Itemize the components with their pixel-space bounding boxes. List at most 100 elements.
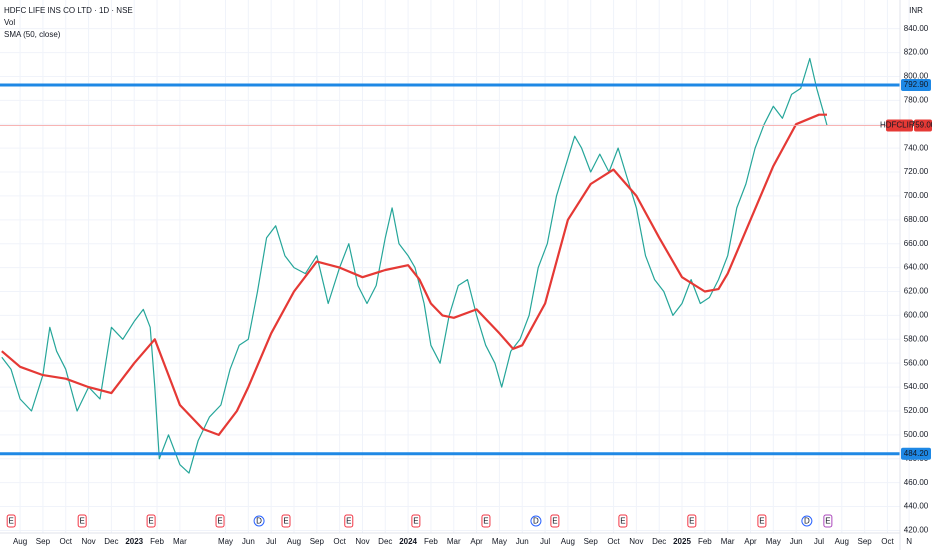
y-tick-label: 600.00: [904, 311, 929, 320]
x-tick-label: Dec: [104, 537, 118, 546]
currency: INR: [909, 6, 923, 15]
x-tick-label: Nov: [629, 537, 643, 546]
event-marker: [344, 514, 354, 528]
x-tick-label: 2023: [125, 537, 143, 546]
y-tick-label: 580.00: [904, 334, 929, 343]
y-tick-label: 660.00: [904, 239, 929, 248]
x-tick-label: Aug: [287, 537, 301, 546]
x-tick-label: Apr: [470, 537, 483, 546]
y-tick-label: 680.00: [904, 215, 929, 224]
event-marker: [530, 515, 542, 527]
volume-legend: Vol: [4, 18, 15, 27]
event-label: D: [256, 517, 262, 526]
sma-line: [1, 113, 827, 436]
event-label: E: [283, 517, 288, 526]
event-label: E: [620, 517, 625, 526]
x-tick-label: Nov: [81, 537, 95, 546]
symbol-label: HDFCLIFE: [880, 121, 919, 130]
y-tick-label: 840.00: [904, 24, 929, 33]
y-tick-label: 500.00: [904, 430, 929, 439]
x-tick-label: Jun: [516, 537, 529, 546]
event-marker: [550, 514, 560, 528]
event-marker: [411, 514, 421, 528]
x-tick-label: 2025: [673, 537, 691, 546]
event-marker: [757, 514, 767, 528]
x-tick-label: Oct: [881, 537, 894, 546]
x-tick-label: Jul: [266, 537, 276, 546]
x-tick-label: 2024: [399, 537, 417, 546]
event-marker: [481, 514, 491, 528]
x-tick-label: Jul: [814, 537, 824, 546]
y-tick-label: 440.00: [904, 502, 929, 511]
event-marker: [146, 514, 156, 528]
event-label: E: [346, 517, 351, 526]
y-tick-label: 560.00: [904, 358, 929, 367]
x-tick-label: Feb: [698, 537, 712, 546]
y-tick-label: 740.00: [904, 143, 929, 152]
level-label-box: [901, 78, 931, 91]
event-label: E: [759, 517, 764, 526]
event-marker: [215, 514, 225, 528]
level-label: 792.90: [904, 80, 929, 89]
x-tick-label: May: [492, 537, 507, 546]
event-marker: [253, 515, 265, 527]
last-price-label: 759.00: [911, 121, 932, 130]
x-tick-label: Aug: [13, 537, 27, 546]
chart-title: HDFC LIFE INS CO LTD · 1D · NSE: [4, 6, 133, 15]
x-tick-label: Dec: [378, 537, 392, 546]
y-tick-label: 720.00: [904, 167, 929, 176]
x-tick-label: Jul: [540, 537, 550, 546]
y-tick-label: 780.00: [904, 95, 929, 104]
event-label: E: [483, 517, 488, 526]
y-tick-label: 540.00: [904, 382, 929, 391]
x-tick-label: Mar: [721, 537, 735, 546]
y-tick-label: 620.00: [904, 287, 929, 296]
level-label: 484.20: [904, 449, 929, 458]
y-tick-label: 820.00: [904, 48, 929, 57]
x-tick-label: Feb: [150, 537, 164, 546]
x-tick-label: Mar: [447, 537, 461, 546]
x-tick-label: May: [766, 537, 781, 546]
event-label: D: [804, 517, 810, 526]
x-tick-label: Oct: [333, 537, 346, 546]
x-tick-label: Feb: [424, 537, 438, 546]
last-price-box: [914, 119, 932, 132]
event-label: D: [533, 517, 539, 526]
event-marker: [801, 515, 813, 527]
event-marker: [6, 514, 16, 528]
y-tick-label: 420.00: [904, 526, 929, 535]
event-marker: [77, 514, 87, 528]
x-tick-label: Sep: [858, 537, 873, 546]
x-tick-label: Aug: [561, 537, 575, 546]
sma-legend: SMA (50, close): [4, 30, 61, 39]
event-label: E: [79, 517, 84, 526]
x-tick-label: Oct: [607, 537, 620, 546]
event-label: E: [552, 517, 557, 526]
y-tick-label: 700.00: [904, 191, 929, 200]
x-tick-label: N: [906, 537, 912, 546]
event-marker: [823, 514, 833, 528]
event-marker: [281, 514, 291, 528]
x-tick-label: Apr: [744, 537, 757, 546]
y-tick-label: 800.00: [904, 72, 929, 81]
x-tick-label: Sep: [310, 537, 325, 546]
x-tick-label: Dec: [652, 537, 666, 546]
x-tick-label: Aug: [835, 537, 849, 546]
event-label: E: [689, 517, 694, 526]
event-label: E: [413, 517, 418, 526]
x-tick-label: Jun: [790, 537, 803, 546]
event-label: E: [148, 517, 153, 526]
y-tick-label: 640.00: [904, 263, 929, 272]
x-tick-label: Nov: [355, 537, 369, 546]
level-label-box: [901, 447, 931, 460]
x-tick-label: May: [218, 537, 233, 546]
event-marker: [618, 514, 628, 528]
event-label: E: [217, 517, 222, 526]
price-line: [1, 57, 828, 474]
event-label: E: [825, 517, 830, 526]
x-tick-label: Mar: [173, 537, 187, 546]
x-tick-label: Sep: [584, 537, 599, 546]
